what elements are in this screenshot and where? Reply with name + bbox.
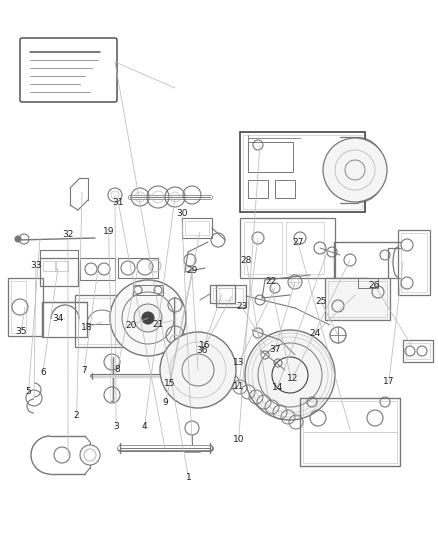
Text: 29: 29 — [186, 266, 198, 275]
Bar — [248, 180, 268, 198]
Text: 21: 21 — [152, 320, 163, 328]
Text: 25: 25 — [315, 297, 326, 305]
Bar — [286, 222, 324, 274]
Bar — [42, 302, 87, 337]
Circle shape — [245, 330, 335, 420]
Bar — [240, 132, 365, 212]
Text: 12: 12 — [287, 374, 298, 383]
Circle shape — [160, 332, 236, 408]
Bar — [403, 340, 433, 362]
Bar — [240, 218, 335, 278]
Text: 15: 15 — [164, 379, 176, 388]
Text: 34: 34 — [52, 314, 64, 323]
Text: 1: 1 — [185, 473, 191, 481]
Bar — [78, 298, 127, 344]
Text: 5: 5 — [25, 387, 32, 396]
Bar — [185, 221, 209, 235]
Text: 14: 14 — [272, 383, 283, 392]
Circle shape — [142, 312, 154, 324]
Text: 13: 13 — [233, 358, 244, 367]
Text: 30: 30 — [176, 209, 187, 217]
Bar — [213, 288, 232, 300]
Text: 23: 23 — [236, 302, 247, 311]
Text: 18: 18 — [81, 324, 92, 332]
Bar — [358, 278, 378, 288]
FancyBboxPatch shape — [20, 38, 117, 102]
Text: 3: 3 — [113, 422, 119, 431]
Text: 32: 32 — [62, 230, 74, 239]
Bar — [80, 258, 115, 280]
Text: 26: 26 — [369, 281, 380, 289]
Bar — [219, 288, 243, 304]
Text: 35: 35 — [15, 327, 27, 336]
Bar — [75, 295, 130, 347]
Circle shape — [134, 304, 162, 332]
Bar — [325, 278, 390, 320]
Text: 8: 8 — [114, 365, 120, 374]
Bar — [401, 233, 427, 292]
Bar — [243, 135, 362, 209]
Text: 11: 11 — [233, 382, 244, 391]
Bar — [11, 281, 26, 333]
Bar — [406, 343, 430, 359]
Bar — [8, 278, 43, 336]
Bar — [118, 258, 158, 278]
Bar — [43, 261, 55, 271]
Circle shape — [323, 138, 387, 202]
Circle shape — [80, 445, 100, 465]
Text: 16: 16 — [199, 341, 211, 350]
Circle shape — [15, 236, 21, 242]
Bar — [303, 401, 397, 463]
Bar — [56, 261, 68, 271]
Text: 22: 22 — [265, 277, 276, 286]
Text: 31: 31 — [113, 198, 124, 207]
Bar — [216, 285, 246, 307]
Text: 17: 17 — [383, 377, 395, 385]
Bar — [40, 258, 78, 286]
Circle shape — [110, 280, 186, 356]
Text: 10: 10 — [233, 435, 244, 444]
Text: 37: 37 — [269, 345, 281, 353]
Bar — [300, 398, 400, 466]
Text: 20: 20 — [126, 321, 137, 329]
Text: 28: 28 — [240, 256, 252, 264]
Bar — [210, 285, 235, 303]
Text: 19: 19 — [103, 228, 114, 236]
Bar — [328, 281, 387, 317]
Bar — [248, 142, 293, 172]
Bar — [398, 230, 430, 295]
Text: 2: 2 — [74, 411, 79, 420]
Text: 33: 33 — [30, 261, 42, 270]
Bar — [275, 180, 295, 198]
Text: 27: 27 — [292, 238, 304, 247]
Text: 36: 36 — [197, 346, 208, 355]
Bar — [182, 218, 212, 238]
Text: 9: 9 — [162, 398, 169, 407]
Bar — [133, 285, 163, 295]
Bar — [244, 222, 282, 274]
Text: 7: 7 — [81, 366, 87, 375]
Text: 4: 4 — [142, 422, 147, 431]
Text: 6: 6 — [40, 368, 46, 376]
Text: 24: 24 — [310, 329, 321, 337]
